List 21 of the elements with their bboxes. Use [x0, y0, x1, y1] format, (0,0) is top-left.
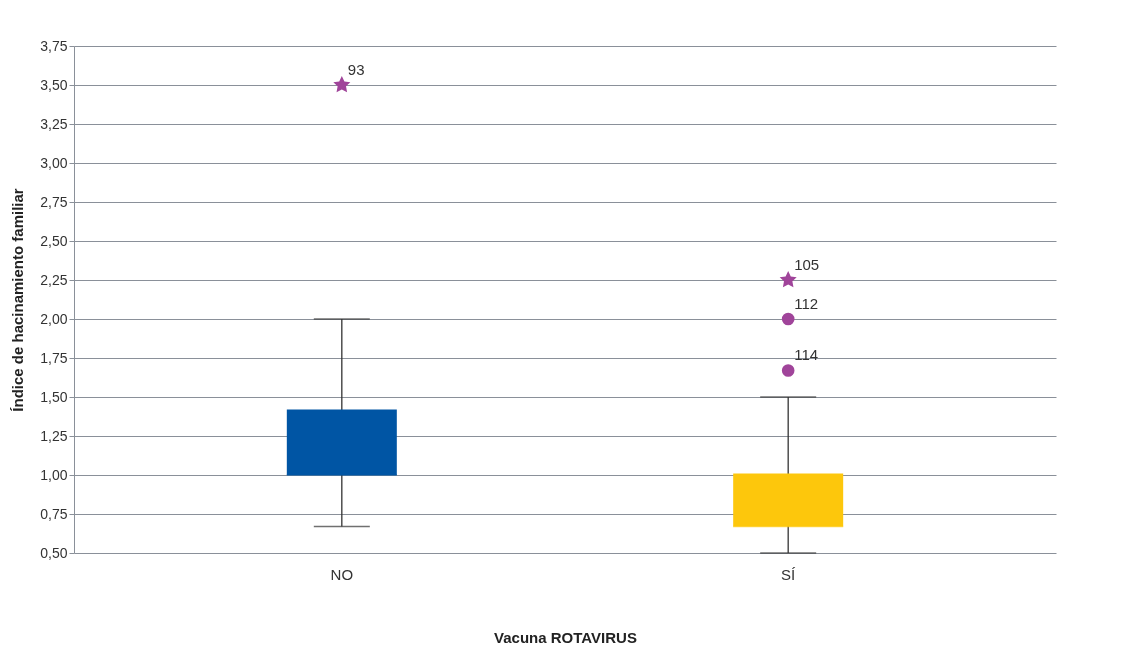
annotation: 105: [794, 256, 820, 273]
y-tick-label: 0,50: [40, 544, 68, 561]
y-tick-label: 1,00: [40, 466, 68, 483]
x-axis-title: Vacuna ROTAVIRUS: [494, 628, 637, 646]
y-tick-label: 3,25: [40, 115, 68, 132]
y-tick-label: 2,75: [40, 193, 68, 210]
x-tick-label: SÍ: [781, 565, 797, 583]
y-tick-label: 2,50: [40, 232, 68, 249]
y-tick-label: 0,75: [40, 505, 68, 522]
y-tick-label: 1,25: [40, 427, 68, 444]
y-tick-label: 2,25: [40, 271, 68, 288]
y-tick-label: 3,50: [40, 76, 68, 93]
y-tick-label: 3,00: [40, 154, 68, 171]
annotation: 112: [794, 295, 819, 312]
x-tick-label: NO: [330, 565, 354, 583]
annotation: 93: [347, 61, 365, 78]
y-tick-label: 3,75: [40, 37, 68, 54]
y-tick-label: 1,75: [40, 349, 68, 366]
y-tick-label: 2,00: [40, 310, 68, 327]
y-axis-title: Índice de hacinamiento familiar: [9, 188, 27, 412]
y-tick-label: 1,50: [40, 388, 68, 405]
